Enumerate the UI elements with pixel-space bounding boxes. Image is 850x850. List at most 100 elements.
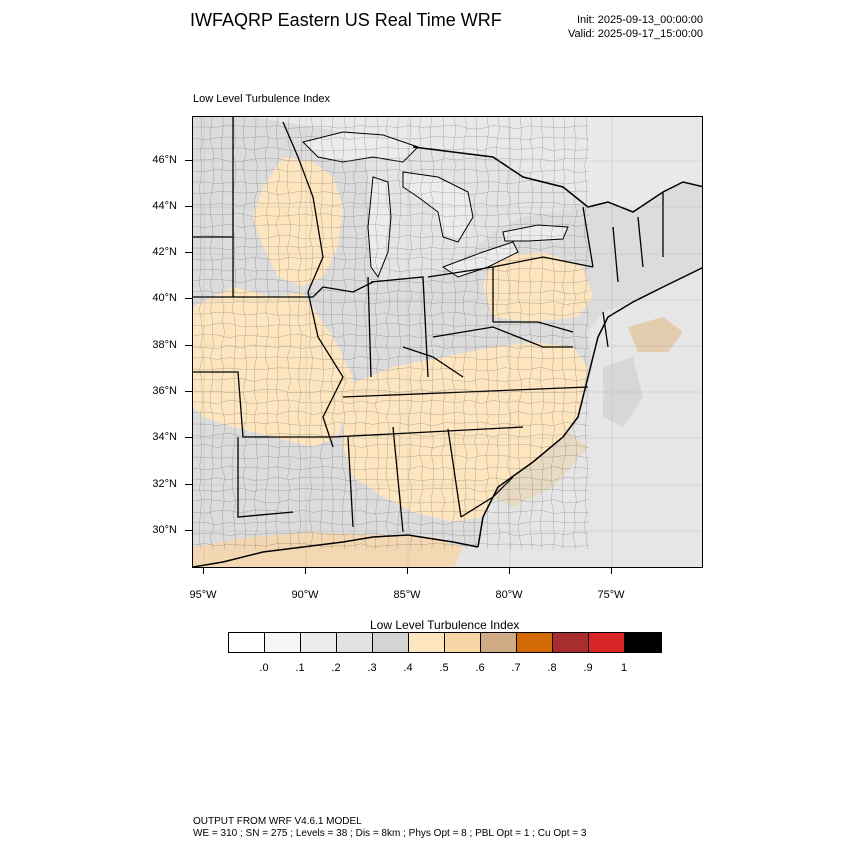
init-time: Init: 2025-09-13_00:00:00 <box>577 14 703 26</box>
county-line <box>193 267 590 273</box>
colorbar-label: .5 <box>439 662 449 674</box>
colorbar-swatch <box>625 633 661 652</box>
county-line <box>364 117 369 550</box>
map-svg <box>193 117 702 567</box>
lon-tick <box>611 568 612 574</box>
lat-tick <box>185 345 192 346</box>
colorbar-label: .1 <box>295 662 305 674</box>
county-line <box>193 344 590 349</box>
tli-region-west <box>193 287 353 447</box>
county-line <box>429 117 434 550</box>
county-line <box>199 117 204 550</box>
colorbar-swatch <box>517 633 553 652</box>
lat-tick <box>185 160 192 161</box>
county-line <box>193 190 590 195</box>
colorbar-label: .8 <box>547 662 557 674</box>
county-line <box>341 117 347 549</box>
colorbar-label: .3 <box>367 662 377 674</box>
colorbar-swatch <box>589 633 625 652</box>
county-line <box>193 213 590 217</box>
county-line <box>193 168 590 173</box>
colorbar-swatch <box>301 633 337 652</box>
lake-erie <box>441 241 519 278</box>
colorbar-title: Low Level Turbulence Index <box>370 618 520 632</box>
county-line <box>441 117 446 550</box>
county-line <box>385 117 391 550</box>
county-line <box>220 117 226 550</box>
colorbar-swatch <box>481 633 517 652</box>
county-line <box>287 117 291 549</box>
county-line <box>193 223 590 229</box>
county-line <box>193 455 590 460</box>
state-boundaries <box>193 117 664 533</box>
colorbar-label: .9 <box>583 662 593 674</box>
county-line <box>550 117 556 550</box>
county-line <box>193 366 590 372</box>
county-line <box>528 117 534 550</box>
county-line <box>193 410 590 416</box>
county-line <box>463 117 468 550</box>
county-line <box>495 117 500 550</box>
colorbar-label: .4 <box>403 662 413 674</box>
lat-tick <box>185 484 192 485</box>
lat-tick <box>185 530 192 531</box>
county-line <box>193 180 590 185</box>
lat-tick <box>185 206 192 207</box>
map-subtitle: Low Level Turbulence Index <box>193 93 330 105</box>
county-line <box>193 311 590 317</box>
county-line <box>193 125 590 130</box>
lon-label-90: 90°W <box>291 589 319 601</box>
county-line <box>193 532 590 537</box>
lat-label-44: 44°N <box>152 200 177 212</box>
county-line <box>193 146 590 152</box>
county-line <box>193 520 590 526</box>
lat-label-34: 34°N <box>152 431 177 443</box>
lon-label-95: 95°W <box>189 589 217 601</box>
lat-tick <box>185 391 192 392</box>
county-line <box>485 117 489 550</box>
footer-model: OUTPUT FROM WRF V4.6.1 MODEL <box>193 816 362 827</box>
lat-tick <box>185 252 192 253</box>
lat-tick <box>185 298 192 299</box>
lat-label-42: 42°N <box>152 246 177 258</box>
county-line <box>193 301 590 305</box>
county-line <box>583 117 588 550</box>
county-line <box>193 476 590 482</box>
lon-tick <box>305 568 306 574</box>
county-line <box>193 278 590 284</box>
ocean-tan-band <box>493 427 588 507</box>
county-line <box>275 117 281 550</box>
county-line <box>193 289 590 295</box>
county-line <box>193 432 590 438</box>
county-line <box>193 498 590 504</box>
county-line <box>297 117 302 550</box>
county-line <box>193 157 590 162</box>
ocean-tan-patch <box>628 317 683 352</box>
footer-config: WE = 310 ; SN = 275 ; Levels = 38 ; Dis … <box>193 828 587 839</box>
lake-superior <box>302 131 419 163</box>
county-line <box>473 117 479 550</box>
colorbar-label: .7 <box>511 662 521 674</box>
valid-time: Valid: 2025-09-17_15:00:00 <box>568 28 703 40</box>
colorbar <box>228 632 662 653</box>
lon-label-80: 80°W <box>495 589 523 601</box>
lon-tick <box>407 568 408 574</box>
county-line <box>539 117 544 550</box>
county-line <box>352 117 358 550</box>
lat-label-32: 32°N <box>152 478 177 490</box>
lon-tick <box>509 568 510 574</box>
lat-label-40: 40°N <box>152 292 177 304</box>
tli-region-gulf <box>193 532 463 567</box>
county-line <box>374 117 380 550</box>
county-line <box>209 117 215 550</box>
county-line <box>193 246 590 250</box>
county-line <box>193 136 590 141</box>
county-line <box>193 543 590 548</box>
county-line <box>193 421 590 426</box>
tli-region-southeast <box>343 342 588 522</box>
colorbar-label: .6 <box>475 662 485 674</box>
county-line <box>193 256 590 262</box>
lat-label-30: 30°N <box>152 524 177 536</box>
colorbar-label: .2 <box>331 662 341 674</box>
colorbar-swatch <box>373 633 409 652</box>
